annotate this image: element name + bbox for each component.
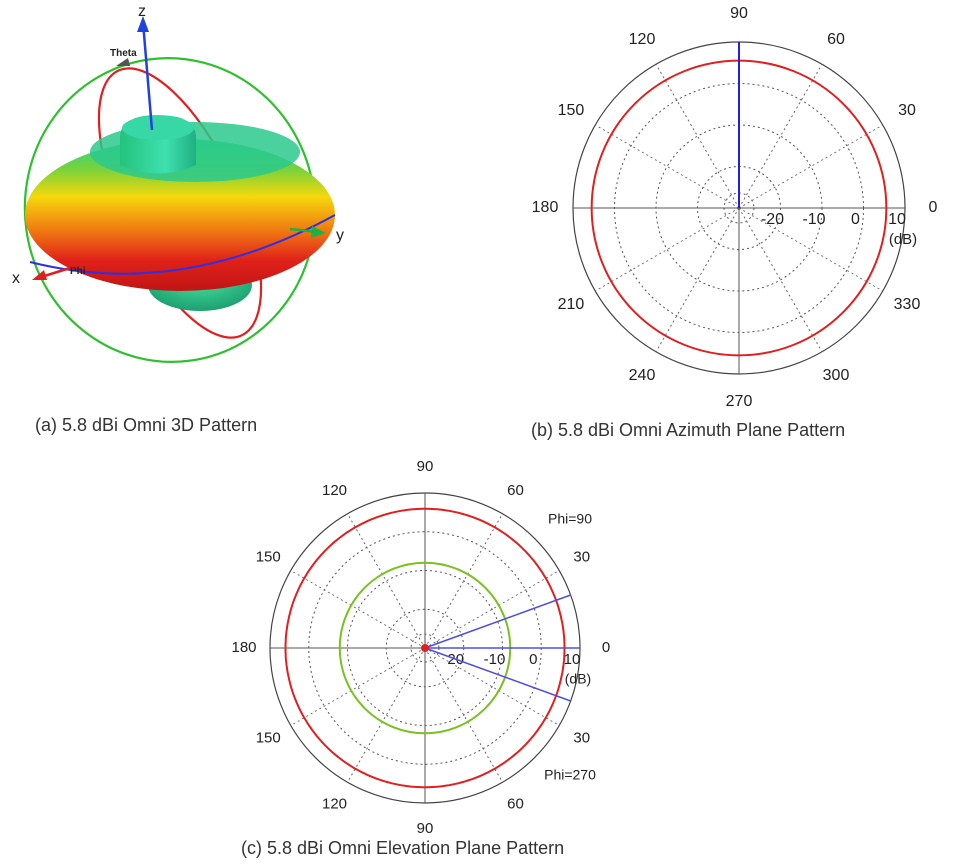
angle-tick-label: 120 xyxy=(322,796,347,813)
radial-tick-label: 0 xyxy=(529,651,537,668)
caption-b: (b) 5.8 dBi Omni Azimuth Plane Pattern xyxy=(531,420,846,440)
phi-label: Phi xyxy=(70,266,86,277)
z-axis xyxy=(141,21,154,131)
polar-spoke xyxy=(594,124,740,209)
polar-spoke xyxy=(424,570,560,649)
azimuth-panel: 0 30 60 90 120 150 180 210 240 270 300 330 -20 -10 0 10… xyxy=(520,0,967,410)
elevation-marker-line xyxy=(424,647,571,702)
z-arrow xyxy=(137,16,149,32)
upper-lobe-top xyxy=(122,116,194,140)
angle-tick-label: 0 xyxy=(929,199,938,216)
angle-tick-label: 150 xyxy=(256,548,281,565)
radial-tick-label: -10 xyxy=(802,211,825,228)
cut-label-upper: Phi=90 xyxy=(548,511,592,527)
angle-tick-label: 210 xyxy=(558,296,585,313)
caption-c: (c) 5.8 dBi Omni Elevation Plane Pattern xyxy=(241,838,565,858)
angle-tick-label: 30 xyxy=(573,729,590,746)
y-arrow xyxy=(311,226,326,238)
equator-line xyxy=(29,214,336,275)
angle-tick-label: 30 xyxy=(573,548,590,565)
y-axis-label: y xyxy=(336,227,344,244)
caption-a: (a) 5.8 dBi Omni 3D Pattern xyxy=(35,415,258,435)
angle-tick-label: 330 xyxy=(894,296,921,313)
angle-tick-label: 180 xyxy=(231,639,256,656)
z-axis-label: z xyxy=(138,3,146,20)
polar-spoke xyxy=(424,647,560,726)
theta-label: Theta xyxy=(110,48,137,59)
azimuth-polar-plot: 0 30 60 90 120 150 180 210 240 270 300 330 -20 -10 0 10… xyxy=(532,5,938,410)
radial-tick-label: -10 xyxy=(484,651,506,668)
radial-tick-label: -20 xyxy=(761,211,784,228)
angle-tick-label: 270 xyxy=(726,393,753,410)
angle-tick-label: 90 xyxy=(730,5,748,22)
polar-spoke xyxy=(424,513,503,649)
x-arrow xyxy=(32,270,47,280)
radial-tick-label: 10 xyxy=(564,651,581,668)
angle-tick-label: 300 xyxy=(823,367,850,384)
polar-spoke xyxy=(655,207,740,353)
angle-tick-label: 150 xyxy=(256,729,281,746)
angle-tick-label: 60 xyxy=(507,796,524,813)
polar-spoke xyxy=(347,647,426,783)
polar-spoke xyxy=(290,647,426,726)
angle-tick-label: 150 xyxy=(558,102,585,119)
radial-tick-label: 0 xyxy=(851,211,860,228)
angle-tick-label: 60 xyxy=(827,31,845,48)
x-axis-label: x xyxy=(12,270,20,287)
angle-tick-label: 30 xyxy=(898,102,916,119)
elevation-gain-trace xyxy=(284,507,566,789)
main-lobe-body xyxy=(25,139,335,291)
polar-spoke xyxy=(738,124,884,209)
angle-tick-label: 120 xyxy=(629,31,656,48)
radial-tick-label: 10 xyxy=(888,211,906,228)
angle-tick-label: 120 xyxy=(322,482,347,499)
pattern-3d-panel: z Theta y x Phi xyxy=(0,0,400,400)
cut-label-lower: Phi=270 xyxy=(544,767,596,783)
polar-spoke xyxy=(655,63,740,209)
elevation-polar-plot: 030609012015018015012090603020-10010(dB)… xyxy=(231,458,610,837)
polar-spoke xyxy=(290,570,426,649)
unit-label: (dB) xyxy=(565,671,591,687)
elevation-panel: 030609012015018015012090603020-10010(dB)… xyxy=(200,455,660,837)
polar-spoke xyxy=(424,647,503,783)
angle-tick-label: 60 xyxy=(507,482,524,499)
unit-label: (dB) xyxy=(889,231,917,248)
angle-tick-label: 0 xyxy=(602,639,610,656)
polar-spoke xyxy=(347,513,426,649)
elevation-center-dot xyxy=(421,644,429,652)
polar-spoke xyxy=(738,63,823,209)
angle-tick-label: 180 xyxy=(532,199,559,216)
angle-tick-label: 90 xyxy=(417,458,434,475)
angle-tick-label: 240 xyxy=(629,367,656,384)
angle-tick-label: 90 xyxy=(417,820,434,837)
elevation-marker-line xyxy=(424,594,571,649)
pattern-3d-plot: z Theta y x Phi xyxy=(12,3,344,363)
theta-marker-icon xyxy=(116,58,130,66)
